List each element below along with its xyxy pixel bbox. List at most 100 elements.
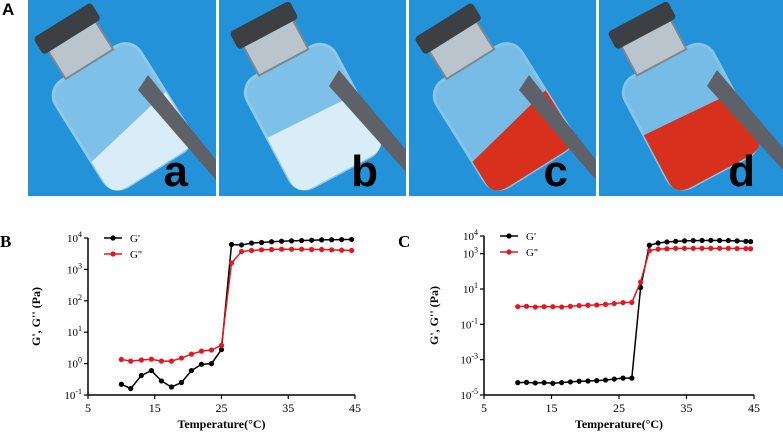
data-point — [319, 237, 325, 243]
data-point — [218, 346, 225, 353]
data-point — [602, 377, 609, 383]
data-point — [138, 357, 144, 363]
data-point — [550, 304, 556, 310]
x-tick-label: 5 — [85, 401, 91, 415]
x-tick-label: 45 — [748, 401, 760, 415]
data-point — [708, 237, 714, 243]
data-point — [329, 247, 335, 253]
data-point — [541, 380, 547, 386]
data-point — [158, 378, 165, 384]
chart-c: C 5 15 25 35 45 10-5 10-3 10-1 101 103 104 Temperatu… — [398, 228, 760, 431]
data-point — [567, 379, 573, 385]
data-point — [309, 246, 315, 253]
series-line — [121, 248, 352, 362]
data-point — [523, 379, 530, 385]
data-point — [288, 246, 295, 252]
data-point — [515, 380, 521, 386]
data-point — [716, 237, 723, 244]
panel-letter-b: B — [0, 232, 11, 251]
panel-letter-c: C — [398, 232, 410, 251]
legend-marker — [506, 233, 512, 239]
data-point — [594, 378, 600, 384]
data-point — [585, 378, 591, 384]
clear-vial-gel-image — [219, 0, 406, 196]
data-point — [148, 356, 155, 362]
x-axis-label: Temperature(°C) — [575, 417, 663, 431]
x-axis-label: Temperature(°C) — [177, 417, 265, 431]
series-line — [517, 239, 751, 385]
data-point — [748, 246, 754, 252]
data-point — [567, 303, 573, 309]
data-point — [699, 245, 705, 251]
data-point — [248, 247, 255, 254]
y-axis-label: G', G'' (Pa) — [427, 286, 441, 345]
data-point — [198, 361, 205, 367]
y-axis-label: G', G'' (Pa) — [29, 287, 43, 346]
data-point — [655, 246, 661, 252]
data-point — [559, 304, 565, 310]
legend-label: G'' — [130, 249, 142, 261]
data-point — [664, 246, 670, 252]
data-point — [299, 246, 305, 252]
data-point — [602, 301, 609, 307]
data-point — [708, 245, 714, 251]
chart-b: B 5 15 25 35 45 10-1 100 101 102 103 104 Temperature… — [0, 230, 361, 431]
y-tick-label: 10-1 — [64, 387, 82, 402]
data-point — [576, 302, 582, 309]
data-point — [188, 367, 195, 374]
y-tick-label: 102 — [67, 293, 82, 308]
data-point — [349, 247, 355, 254]
photo-label: b — [351, 147, 378, 196]
legend-marker — [110, 251, 116, 257]
data-point — [629, 299, 635, 305]
legend-label: G'' — [526, 247, 538, 259]
data-point — [532, 304, 538, 310]
data-point — [611, 376, 617, 382]
data-point — [339, 236, 345, 243]
x-tick-label: 5 — [481, 401, 487, 415]
data-point — [725, 245, 731, 251]
data-point — [743, 245, 749, 252]
data-point — [208, 347, 215, 353]
data-point — [218, 342, 225, 348]
data-point — [655, 240, 661, 246]
data-point — [576, 378, 582, 384]
data-point — [681, 245, 688, 251]
data-point — [673, 238, 679, 244]
data-point — [699, 237, 705, 244]
data-point — [329, 237, 335, 243]
legend-marker — [110, 235, 116, 241]
data-point — [128, 358, 134, 364]
data-point — [248, 240, 255, 246]
y-tick-label: 103 — [463, 246, 478, 261]
data-point — [258, 239, 265, 246]
data-point — [611, 300, 617, 307]
vial-photo-a: a — [28, 0, 216, 196]
data-point — [638, 279, 644, 285]
panel-letter-a: A — [2, 0, 15, 19]
photo-label: d — [728, 147, 755, 196]
series-line — [121, 238, 352, 390]
photo-label: a — [163, 147, 188, 196]
data-point — [268, 246, 275, 253]
x-tick-label: 45 — [349, 401, 361, 415]
y-tick-label: 101 — [67, 324, 82, 339]
data-point — [148, 367, 155, 374]
data-point — [585, 302, 591, 308]
vial-photo-c: c — [409, 0, 596, 196]
data-point — [208, 361, 215, 367]
data-point — [620, 375, 626, 381]
data-point — [309, 237, 315, 243]
data-point — [690, 237, 696, 244]
red-vial-gel-image — [599, 0, 783, 196]
data-point — [158, 358, 165, 364]
clear-vial-solution-image — [28, 0, 216, 196]
x-tick-label: 15 — [546, 401, 558, 415]
x-tick-label: 35 — [282, 401, 294, 415]
vial-photo-d: d — [599, 0, 783, 196]
data-point — [299, 237, 305, 244]
data-point — [748, 239, 754, 245]
data-point — [594, 302, 600, 308]
data-point — [168, 358, 175, 364]
y-tick-label: 10-3 — [460, 352, 478, 367]
